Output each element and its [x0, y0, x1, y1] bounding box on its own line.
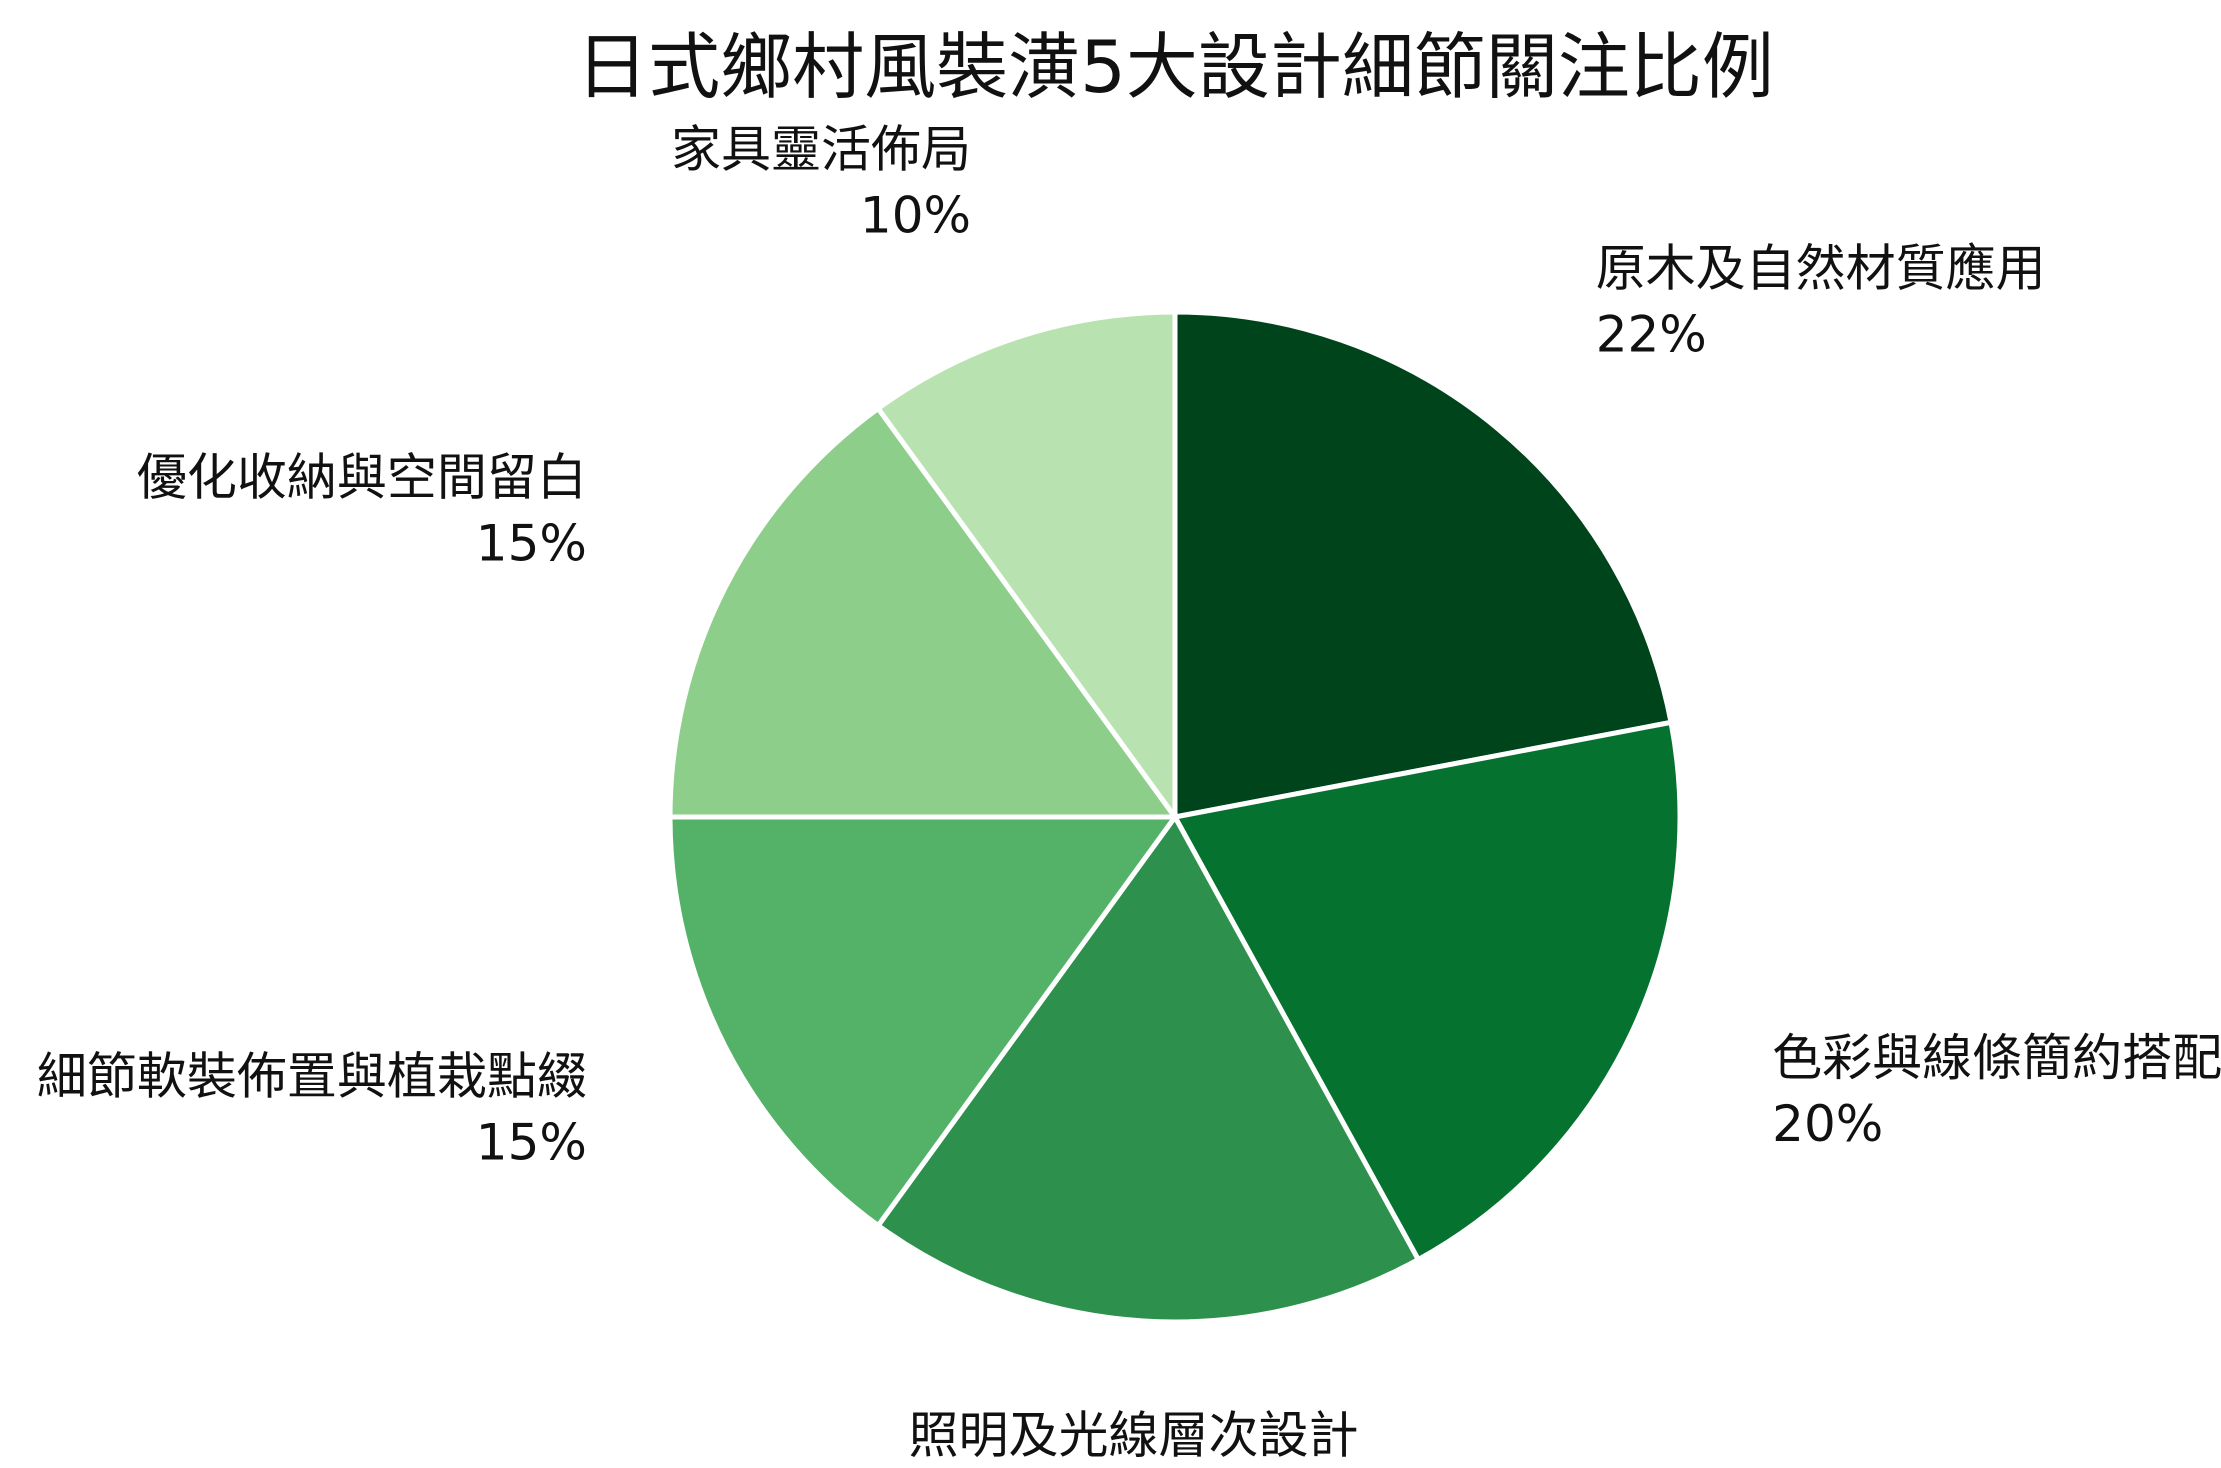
pie-slice [1172, 719, 1683, 1263]
slice-value-label: 20% [1772, 1095, 1883, 1153]
slice-value-label: 15% [476, 1114, 587, 1172]
slice-value-label: 22% [1596, 305, 1707, 363]
slice-label: 細節軟裝佈置與植栽點綴 [37, 1048, 587, 1106]
pie-slice [875, 814, 1421, 1325]
slice-label: 家具靈活佈局 [671, 120, 971, 178]
slice-label: 優化收納與空間留白 [137, 448, 587, 506]
slice-label: 色彩與線條簡約搭配 [1772, 1029, 2221, 1087]
pie-slices [667, 309, 1683, 1325]
slice-label: 照明及光線層次設計 [909, 1407, 1359, 1465]
pie-slice [875, 309, 1178, 820]
pie-labels: 原木及自然材質應用22%色彩與線條簡約搭配20%照明及光線層次設計18%細節軟裝… [37, 120, 2221, 1465]
pie-slice [1172, 309, 1674, 820]
slice-value-label: 15% [476, 514, 587, 572]
slice-label: 原木及自然材質應用 [1596, 239, 2046, 297]
chart-title: 日式鄉村風裝潢5大設計細節關注比例 [576, 25, 1774, 109]
pie-slice [667, 814, 1178, 1229]
slice-value-label: 10% [860, 186, 971, 244]
pie-slice [667, 405, 1178, 820]
